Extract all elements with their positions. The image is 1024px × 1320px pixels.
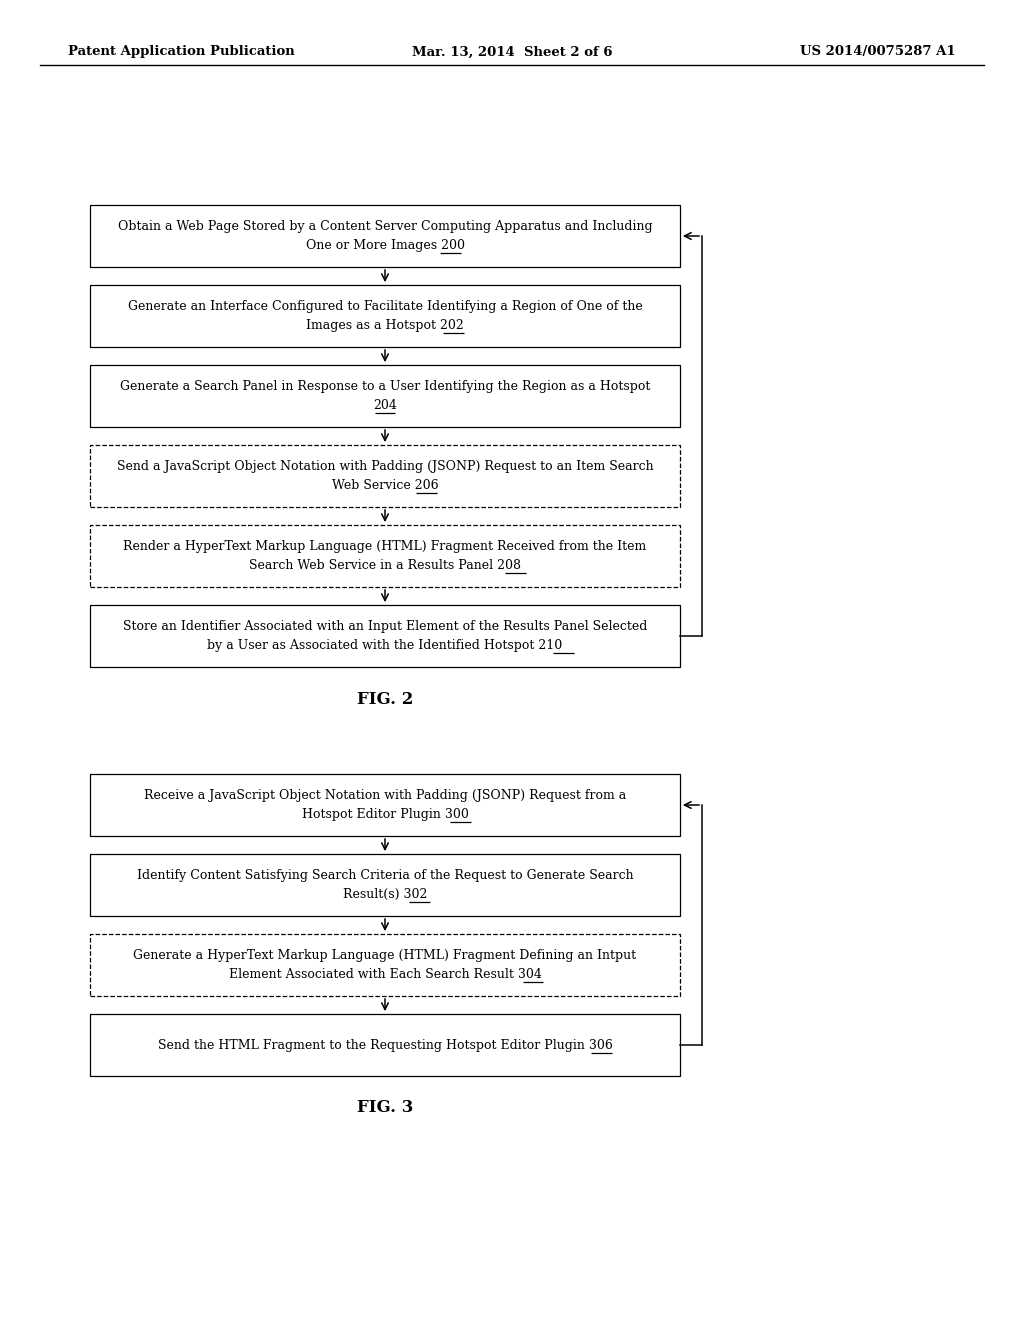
Bar xyxy=(90,205,680,267)
Bar xyxy=(90,854,680,916)
Text: Search Web Service in a Results Panel 208: Search Web Service in a Results Panel 20… xyxy=(249,558,521,572)
Text: Identify Content Satisfying Search Criteria of the Request to Generate Search: Identify Content Satisfying Search Crite… xyxy=(136,870,633,883)
Text: FIG. 2: FIG. 2 xyxy=(356,690,414,708)
Bar xyxy=(90,605,680,667)
Text: Hotspot Editor Plugin 300: Hotspot Editor Plugin 300 xyxy=(301,808,468,821)
Bar xyxy=(90,525,680,587)
Text: Images as a Hotspot 202: Images as a Hotspot 202 xyxy=(306,318,464,331)
Text: Generate a HyperText Markup Language (HTML) Fragment Defining an Intput: Generate a HyperText Markup Language (HT… xyxy=(133,949,637,962)
Text: Send a JavaScript Object Notation with Padding (JSONP) Request to an Item Search: Send a JavaScript Object Notation with P… xyxy=(117,461,653,474)
Bar xyxy=(90,935,680,997)
Text: FIG. 3: FIG. 3 xyxy=(356,1100,414,1117)
Text: Render a HyperText Markup Language (HTML) Fragment Received from the Item: Render a HyperText Markup Language (HTML… xyxy=(123,540,646,553)
Text: Mar. 13, 2014  Sheet 2 of 6: Mar. 13, 2014 Sheet 2 of 6 xyxy=(412,45,612,58)
Text: Obtain a Web Page Stored by a Content Server Computing Apparatus and Including: Obtain a Web Page Stored by a Content Se… xyxy=(118,220,652,234)
Text: Store an Identifier Associated with an Input Element of the Results Panel Select: Store an Identifier Associated with an I… xyxy=(123,620,647,634)
Text: US 2014/0075287 A1: US 2014/0075287 A1 xyxy=(801,45,956,58)
Text: Web Service 206: Web Service 206 xyxy=(332,479,438,491)
Bar xyxy=(90,366,680,426)
Text: Element Associated with Each Search Result 304: Element Associated with Each Search Resu… xyxy=(228,968,542,981)
Text: Result(s) 302: Result(s) 302 xyxy=(343,887,427,900)
Bar xyxy=(90,774,680,836)
Bar xyxy=(90,445,680,507)
Text: Generate an Interface Configured to Facilitate Identifying a Region of One of th: Generate an Interface Configured to Faci… xyxy=(128,301,642,313)
Text: Patent Application Publication: Patent Application Publication xyxy=(68,45,295,58)
Text: Receive a JavaScript Object Notation with Padding (JSONP) Request from a: Receive a JavaScript Object Notation wit… xyxy=(144,789,626,803)
Text: Generate a Search Panel in Response to a User Identifying the Region as a Hotspo: Generate a Search Panel in Response to a… xyxy=(120,380,650,393)
Text: 204: 204 xyxy=(373,399,397,412)
Text: One or More Images 200: One or More Images 200 xyxy=(305,239,465,252)
Bar xyxy=(90,285,680,347)
Bar xyxy=(90,1014,680,1076)
Text: Send the HTML Fragment to the Requesting Hotspot Editor Plugin 306: Send the HTML Fragment to the Requesting… xyxy=(158,1039,612,1052)
Text: by a User as Associated with the Identified Hotspot 210: by a User as Associated with the Identif… xyxy=(208,639,562,652)
